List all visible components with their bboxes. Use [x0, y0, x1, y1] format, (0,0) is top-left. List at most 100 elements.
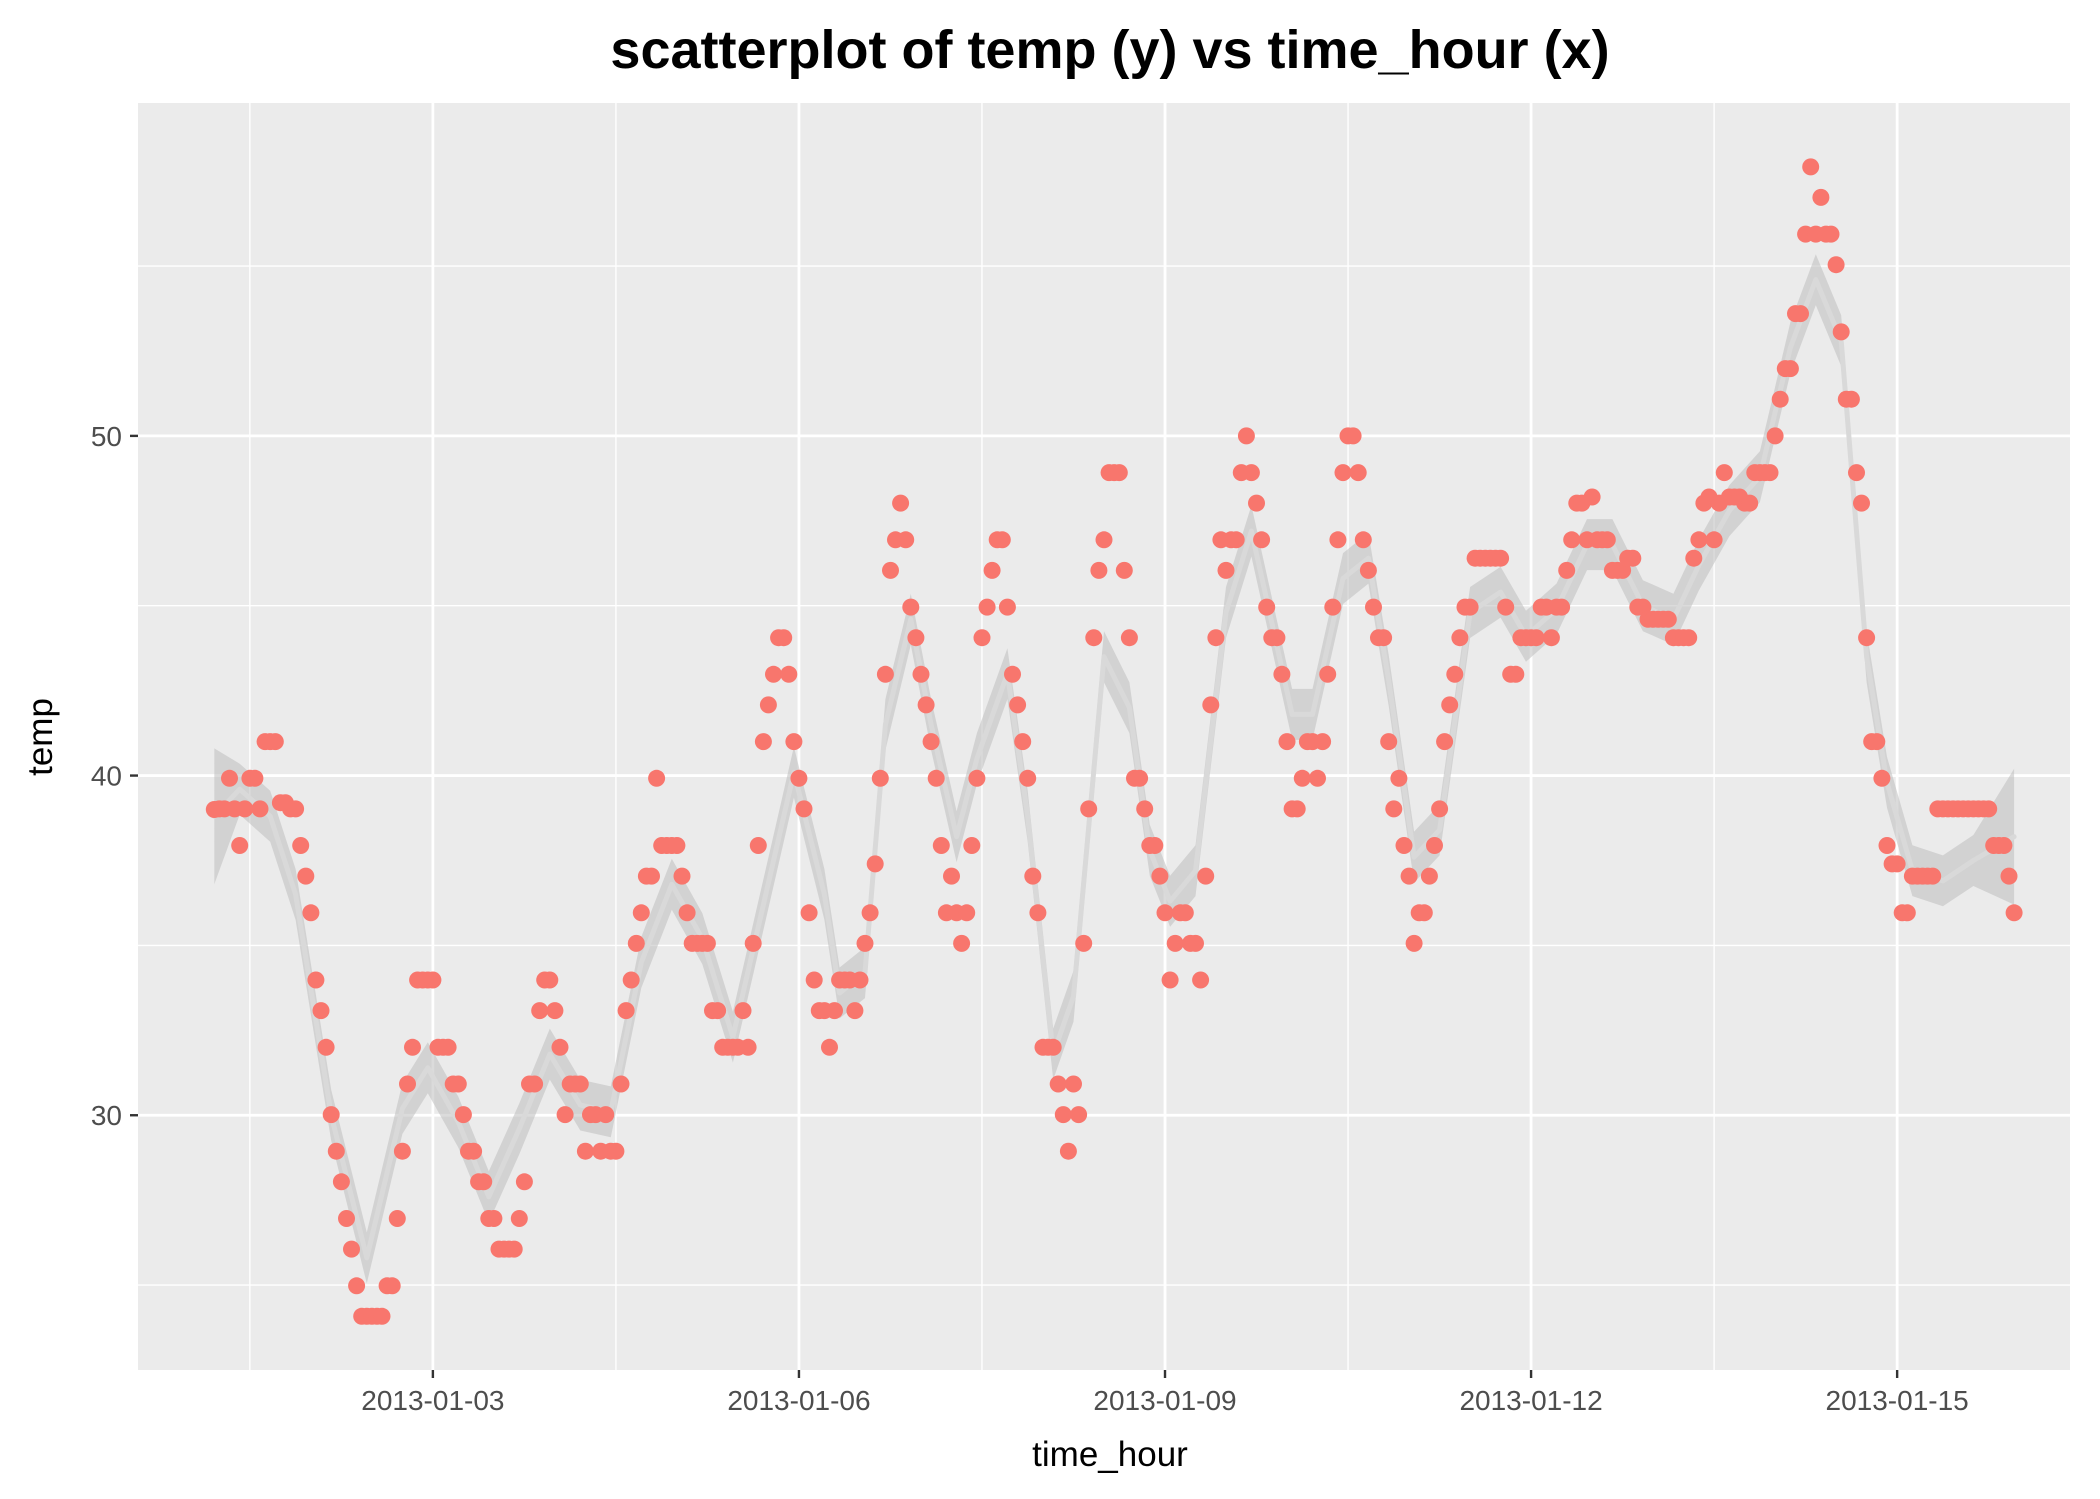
data-point: [1390, 769, 1408, 787]
data-point: [1558, 561, 1576, 579]
data-point: [963, 837, 981, 854]
data-point: [1431, 800, 1449, 818]
data-point: [993, 531, 1011, 549]
data-point: [1161, 971, 1179, 989]
data-point: [958, 904, 976, 922]
data-point: [643, 867, 660, 885]
data-point: [556, 1106, 574, 1124]
data-point: [475, 1173, 493, 1191]
data-point: [627, 934, 645, 952]
data-point: [266, 733, 284, 751]
data-point: [876, 665, 894, 683]
data-point: [449, 1075, 467, 1093]
data-point: [1624, 549, 1642, 567]
data-point: [399, 1075, 416, 1093]
data-point: [744, 934, 762, 952]
data-point: [1527, 629, 1545, 647]
data-point: [2000, 867, 2018, 885]
data-point: [1873, 769, 1891, 787]
data-point: [805, 971, 823, 989]
chart-title: scatterplot of temp (y) vs time_hour (x): [610, 20, 1609, 80]
data-point: [1771, 390, 1789, 408]
data-point: [1705, 531, 1723, 549]
data-point: [1151, 867, 1169, 885]
data-point: [826, 1002, 843, 1020]
data-point: [1110, 464, 1128, 482]
data-points: [205, 158, 2023, 1325]
data-point: [1395, 837, 1413, 854]
data-point: [1197, 867, 1215, 885]
data-point: [1461, 598, 1479, 616]
data-point: [1293, 769, 1311, 787]
data-point: [622, 971, 640, 989]
data-point: [785, 733, 803, 751]
data-point: [1324, 598, 1342, 616]
data-point: [1405, 934, 1423, 952]
data-point: [1415, 904, 1433, 922]
data-point: [1659, 610, 1677, 628]
data-point: [1598, 531, 1616, 549]
data-point: [1583, 488, 1601, 506]
data-point: [734, 1002, 752, 1020]
data-point: [1334, 464, 1352, 482]
x-tick-label: 2013-01-15: [1826, 1385, 1969, 1416]
data-point: [780, 665, 798, 683]
data-point: [953, 934, 971, 952]
data-point: [1858, 629, 1876, 647]
data-point: [1242, 464, 1260, 482]
data-point: [1426, 837, 1443, 854]
data-point: [709, 1002, 727, 1020]
data-point: [2005, 904, 2023, 922]
data-point: [322, 1106, 340, 1124]
data-point: [1924, 867, 1942, 885]
data-point: [1380, 733, 1398, 751]
data-point: [1420, 867, 1438, 885]
data-point: [1878, 837, 1896, 854]
x-tick-label: 2013-01-06: [727, 1385, 870, 1416]
data-point: [932, 837, 950, 854]
data-point: [338, 1210, 355, 1227]
data-point: [393, 1142, 411, 1160]
data-point: [546, 1002, 564, 1020]
data-point: [1441, 696, 1459, 714]
data-point: [1136, 800, 1154, 818]
data-point: [1781, 360, 1799, 378]
data-point: [454, 1106, 472, 1124]
data-point: [1115, 561, 1133, 579]
data-point: [1273, 665, 1291, 683]
data-point: [1400, 867, 1418, 885]
data-point: [1009, 696, 1027, 714]
data-point: [1436, 733, 1454, 751]
data-point: [327, 1142, 345, 1160]
data-point: [866, 855, 884, 873]
data-point: [465, 1142, 483, 1160]
data-point: [424, 971, 442, 989]
data-point: [1166, 934, 1184, 952]
data-point: [1309, 769, 1326, 787]
data-point: [1385, 800, 1403, 818]
data-point: [1995, 837, 2013, 854]
data-point: [1227, 531, 1245, 549]
data-point: [1848, 464, 1865, 482]
data-point: [1365, 598, 1382, 616]
data-point: [892, 494, 910, 512]
data-point: [1542, 629, 1560, 647]
data-point: [1059, 1142, 1077, 1160]
data-point: [1085, 629, 1103, 647]
data-point: [1288, 800, 1306, 818]
data-point: [795, 800, 813, 818]
data-point: [907, 629, 925, 647]
data-point: [1090, 561, 1108, 579]
data-point: [576, 1142, 594, 1160]
data-point: [1375, 629, 1393, 647]
data-point: [821, 1038, 838, 1056]
data-point: [1690, 531, 1708, 549]
data-point: [1492, 549, 1510, 567]
data-point: [1766, 427, 1784, 445]
data-point: [882, 561, 899, 579]
data-point: [571, 1075, 589, 1093]
data-point: [943, 867, 960, 885]
data-point: [1812, 188, 1830, 206]
data-point: [1685, 549, 1703, 567]
data-point: [404, 1038, 421, 1056]
